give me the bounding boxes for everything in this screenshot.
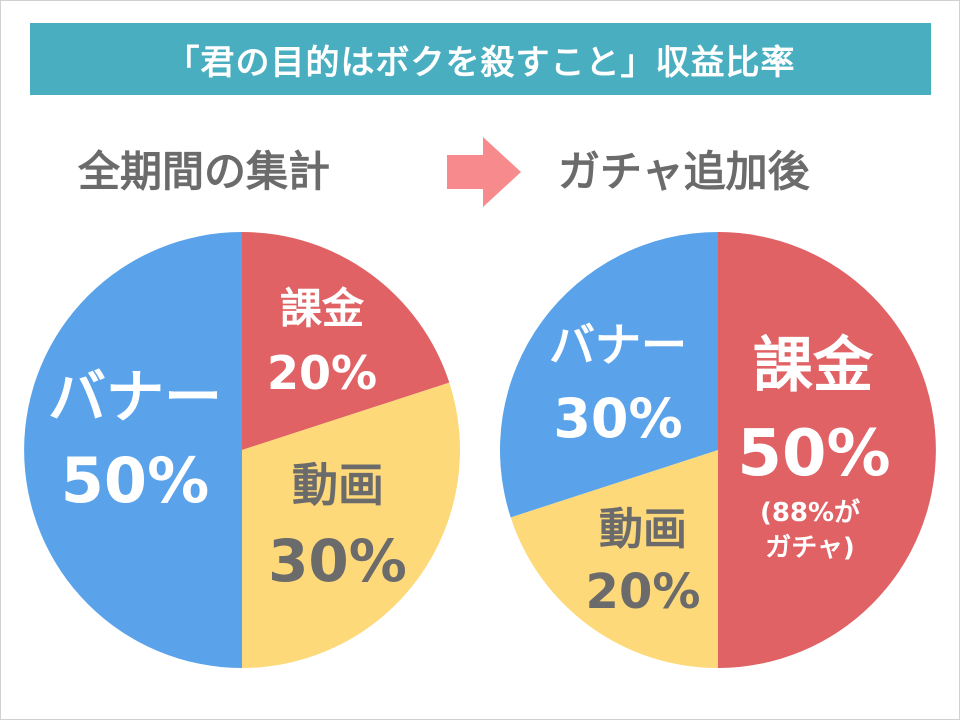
- pie-slice-video: [242, 382, 460, 668]
- slice-label-charge: 課金: [279, 284, 364, 333]
- slice-note-charge: (88%が: [759, 498, 861, 528]
- pie-chart-all-period: [24, 232, 460, 668]
- slice-value-charge: 50%: [737, 417, 891, 491]
- pie-slice-charge: [242, 232, 450, 450]
- pie-slice-banner: [500, 232, 718, 518]
- slice-label-video: 動画: [599, 504, 687, 555]
- slice-value-banner: 50%: [60, 444, 210, 517]
- right-arrow-icon: [447, 137, 521, 207]
- slice-label-banner: バナー: [47, 363, 222, 431]
- slide-title: 「君の目的はボクを殺すこと」収益比率: [30, 23, 931, 95]
- right-chart-title: ガチャ追加後: [558, 146, 810, 196]
- slice-value-video: 30%: [268, 527, 407, 595]
- slice-label-banner: バナー: [549, 318, 687, 372]
- left-chart-title: 全期間の集計: [78, 146, 331, 196]
- slice-label-charge: 課金: [753, 331, 873, 401]
- slice-note-charge-2: ガチャ): [765, 533, 855, 563]
- pie-chart-after-gacha: [500, 232, 936, 668]
- slice-value-banner: 30%: [553, 387, 683, 450]
- slice-value-video: 20%: [585, 564, 701, 620]
- pie-slice-charge: [718, 232, 936, 668]
- pie-slice-video: [510, 450, 718, 668]
- slice-label-video: 動画: [292, 458, 384, 512]
- slice-value-charge: 20%: [266, 346, 378, 400]
- pie-slice-banner: [24, 232, 243, 668]
